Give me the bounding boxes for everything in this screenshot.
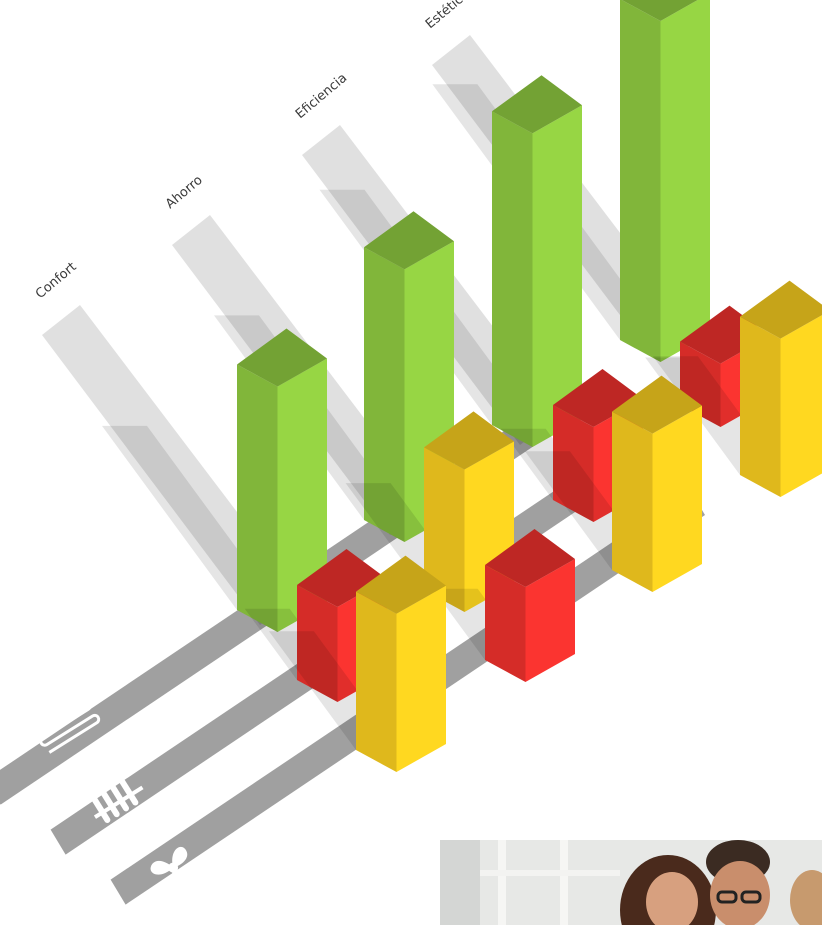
bar-top-face-s0-c1: [364, 211, 454, 270]
bar-right-face-s2-c0: [396, 585, 446, 772]
bar-top-face-s0-c0: [237, 328, 327, 387]
bar-top-face-s1-c0: [297, 549, 387, 607]
bar-right-face-s0-c3: [660, 0, 710, 362]
bar-top-face-s2-c1: [424, 411, 514, 470]
bar-top-face-s0-c3: [621, 0, 698, 21]
bar-left-face-s2-c2: [612, 411, 653, 592]
legend-icons: [27, 686, 188, 888]
bar-s0-c0: [102, 328, 327, 632]
bar-right-face-s0-c0: [277, 358, 327, 632]
bar-right-face-s2-c3: [780, 315, 822, 497]
category-label-1: Ahorro: [163, 173, 206, 212]
bar-right-face-s0-c2: [532, 105, 582, 448]
bar-left-face-s2-c1: [424, 447, 465, 612]
category-label-0: Confort: [33, 260, 80, 303]
bar-top-face-s1-c1: [553, 369, 643, 427]
bars: [102, 0, 822, 772]
bar-top-face-s2-c0: [356, 555, 446, 614]
bar-left-face-s1-c1: [553, 405, 594, 522]
bar-s2-c0: [268, 555, 446, 772]
bar-top-face-s1-c2: [485, 529, 575, 587]
bar-left-face-s0-c2: [492, 111, 533, 448]
bar-s2-c2: [524, 375, 702, 592]
bar-top-face-s0-c2: [492, 75, 582, 134]
bar-s1-c2: [432, 529, 575, 682]
bar-right-face-s2-c2: [652, 405, 702, 592]
category-label-2: Eficiencia: [293, 71, 350, 122]
underfloor-heating-icon: [27, 686, 101, 754]
family-photo-thumbnail: [440, 840, 822, 925]
radiator-icon: [83, 767, 144, 824]
category-shadow-0: [42, 305, 300, 625]
bar-left-face-s0-c3: [620, 0, 661, 362]
category-label-3: Estética: [423, 0, 472, 32]
bar-top-face-s2-c3: [740, 280, 822, 339]
bar-s2-c3: [652, 280, 822, 497]
bar-left-face-s0-c1: [364, 247, 405, 542]
bar-left-face-s1-c0: [297, 585, 338, 702]
bar-right-face-s1-c2: [525, 559, 575, 682]
photo-image: [440, 840, 822, 925]
bar-top-face-s2-c2: [612, 375, 702, 434]
bar-s2-c1: [345, 411, 514, 612]
fan-coil-icon: [150, 847, 188, 888]
bar-left-face-s2-c3: [740, 316, 781, 497]
bar-left-face-s1-c2: [485, 565, 526, 682]
bar-left-face-s0-c0: [237, 364, 278, 632]
bar-left-face-s2-c0: [356, 591, 397, 772]
